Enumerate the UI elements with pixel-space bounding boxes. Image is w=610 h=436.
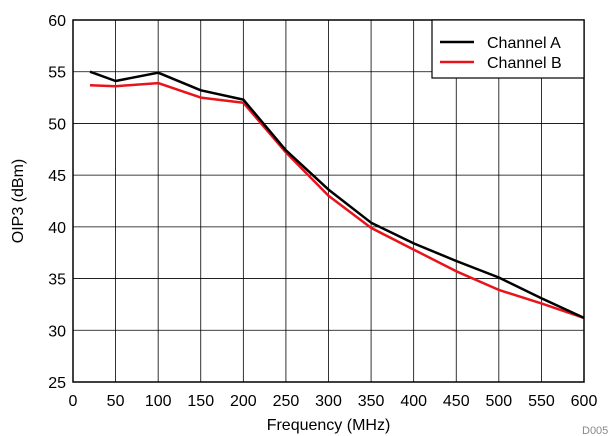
y-tick-label: 30 — [48, 323, 66, 340]
x-tick-labels: 0 50 100 150 200 250 300 350 400 450 500 550 600 — [69, 393, 598, 410]
x-tick-label: 100 — [145, 393, 172, 410]
x-tick-label: 200 — [230, 393, 257, 410]
x-tick-label: 150 — [187, 393, 214, 410]
legend: Channel A Channel B — [431, 19, 585, 79]
legend-label-channel-a: Channel A — [487, 35, 561, 52]
x-axis-label: Frequency (MHz) — [267, 417, 391, 434]
y-tick-label: 45 — [48, 168, 66, 185]
legend-box — [431, 19, 585, 79]
x-tick-label: 250 — [273, 393, 300, 410]
x-tick-label: 0 — [69, 393, 78, 410]
x-tick-label: 500 — [485, 393, 512, 410]
y-tick-label: 60 — [48, 13, 66, 30]
x-tick-label: 600 — [571, 393, 598, 410]
figure-id-footnote: D005 — [582, 425, 608, 436]
y-tick-label: 55 — [48, 65, 66, 82]
x-tick-label: 350 — [358, 393, 385, 410]
plot-area-frame — [72, 19, 585, 383]
legend-label-channel-b: Channel B — [487, 55, 562, 72]
y-tick-label: 50 — [48, 116, 66, 133]
x-tick-label: 450 — [443, 393, 470, 410]
y-tick-label: 25 — [48, 375, 66, 392]
x-tick-label: 50 — [107, 393, 125, 410]
series-lines — [89, 70, 585, 320]
y-tick-label: 35 — [48, 272, 66, 289]
y-tick-label: 40 — [48, 220, 66, 237]
y-tick-labels: 25 30 35 40 45 50 55 60 — [48, 13, 66, 392]
y-axis-label: OIP3 (dBm) — [10, 159, 27, 243]
x-tick-label: 550 — [528, 393, 555, 410]
x-tick-label: 400 — [400, 393, 427, 410]
x-tick-label: 300 — [315, 393, 342, 410]
series-line-channel-b — [89, 81, 585, 320]
series-line-channel-a — [89, 70, 585, 320]
